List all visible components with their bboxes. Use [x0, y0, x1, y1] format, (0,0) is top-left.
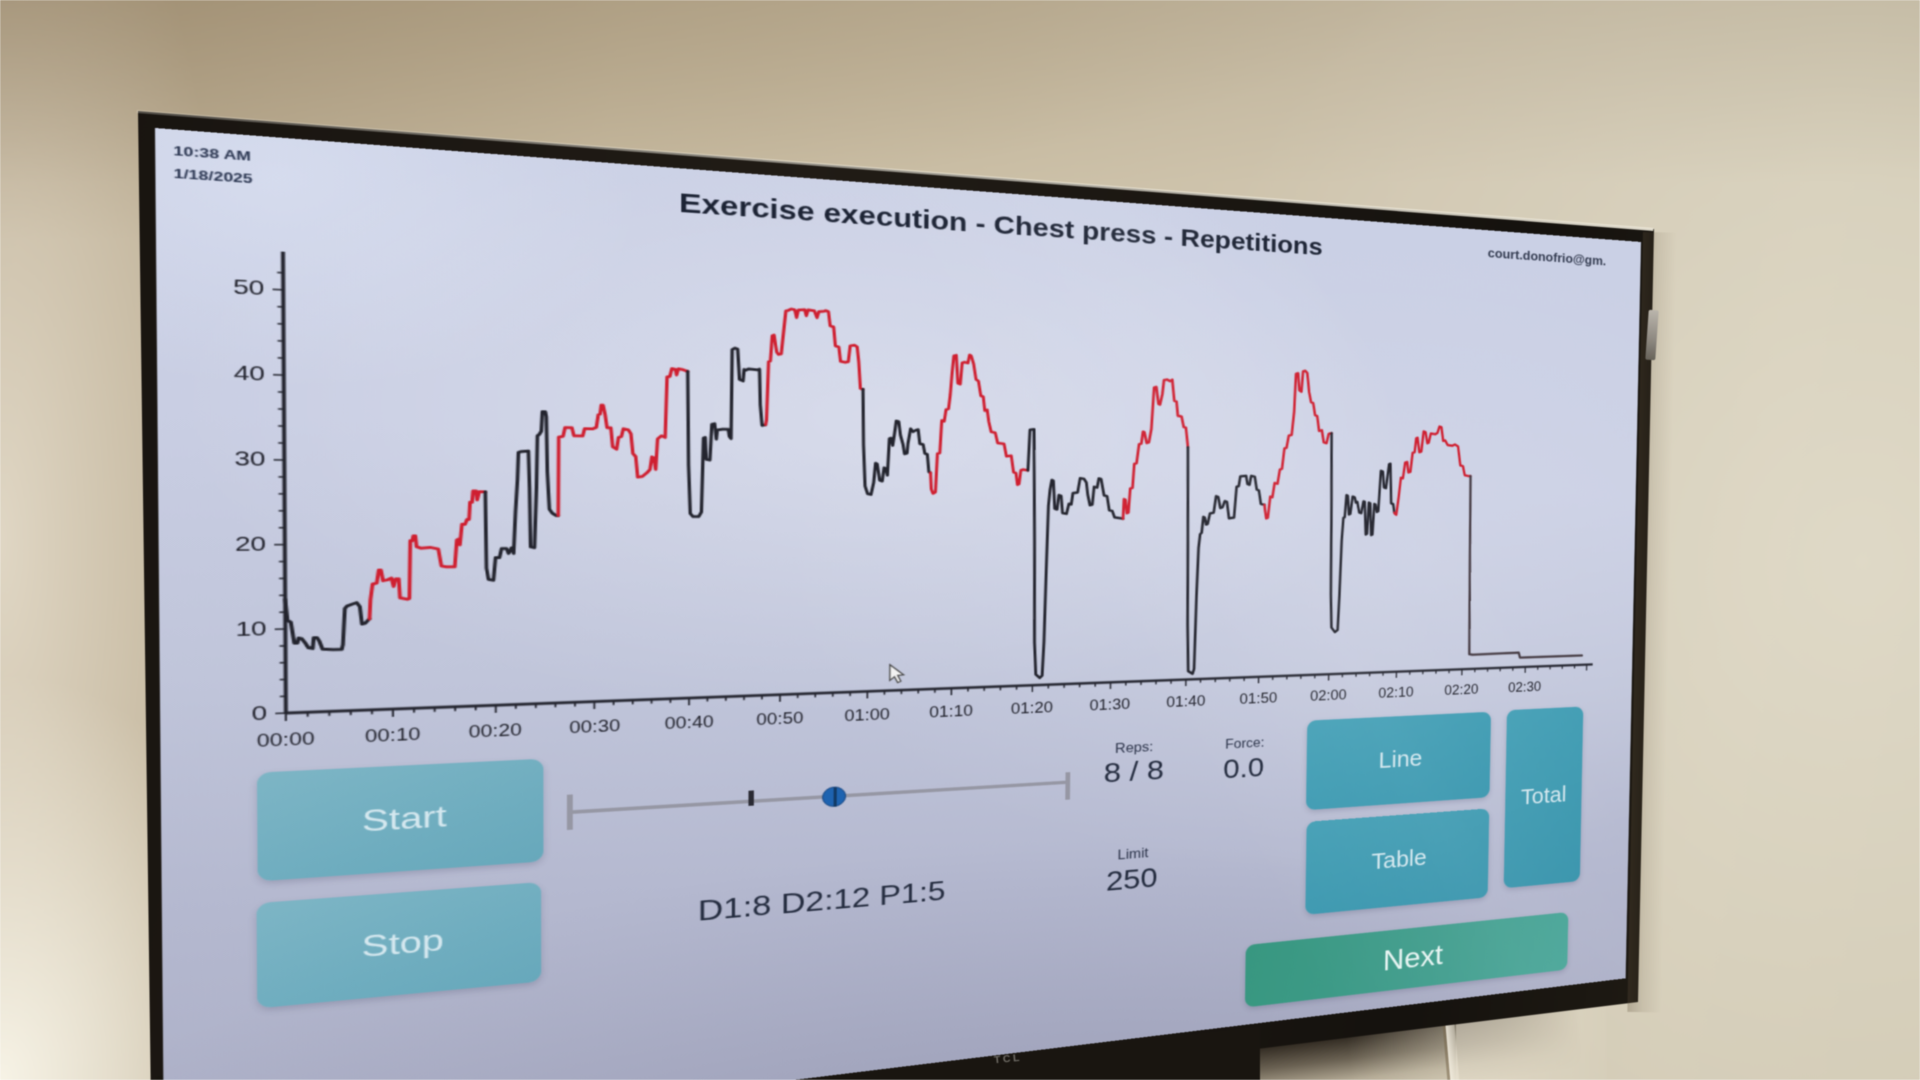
svg-text:00:00: 00:00 — [257, 729, 315, 751]
svg-text:02:10: 02:10 — [1378, 684, 1413, 701]
svg-text:00:10: 00:10 — [365, 725, 420, 746]
svg-text:00:20: 00:20 — [469, 720, 522, 741]
svg-text:02:00: 02:00 — [1310, 687, 1347, 704]
svg-text:01:40: 01:40 — [1166, 693, 1205, 711]
svg-text:0: 0 — [252, 701, 268, 725]
svg-text:40: 40 — [233, 360, 265, 385]
svg-text:00:40: 00:40 — [665, 713, 714, 733]
svg-text:01:10: 01:10 — [929, 702, 973, 721]
svg-text:02:20: 02:20 — [1444, 682, 1478, 698]
svg-text:10: 10 — [235, 616, 266, 640]
svg-text:30: 30 — [234, 446, 266, 470]
svg-text:00:30: 00:30 — [569, 716, 620, 737]
svg-text:01:00: 01:00 — [845, 705, 890, 724]
svg-text:01:50: 01:50 — [1239, 690, 1277, 707]
svg-text:50: 50 — [233, 274, 265, 300]
svg-text:00:50: 00:50 — [756, 709, 803, 729]
svg-text:01:30: 01:30 — [1090, 696, 1131, 714]
svg-text:01:20: 01:20 — [1011, 699, 1053, 717]
svg-text:20: 20 — [235, 532, 266, 556]
svg-text:02:30: 02:30 — [1508, 679, 1541, 695]
